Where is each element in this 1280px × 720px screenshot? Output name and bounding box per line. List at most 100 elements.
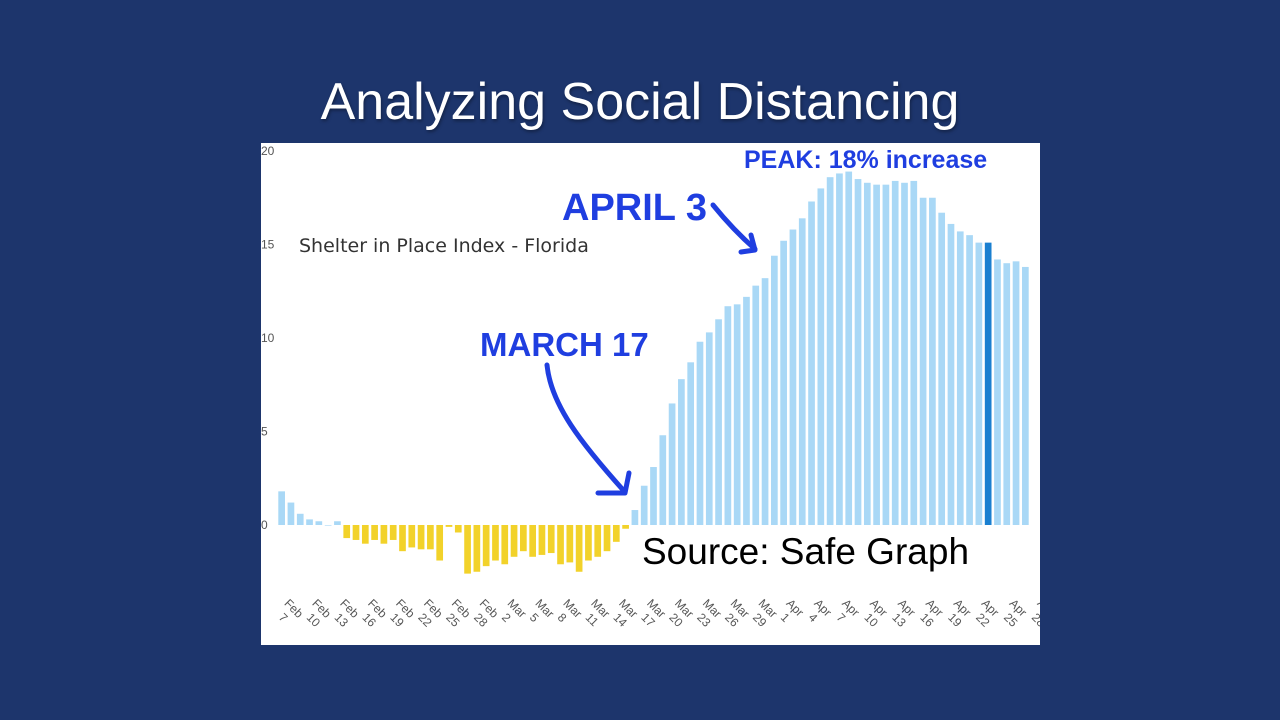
bar: [901, 182, 908, 525]
bar: [492, 525, 499, 561]
x-tick-label: Feb13: [327, 596, 362, 631]
x-tick-label: Mar29: [746, 596, 780, 630]
bar: [389, 525, 397, 540]
bar: [445, 525, 453, 527]
bar: [371, 525, 378, 540]
bar: [938, 212, 946, 525]
bar: [724, 306, 732, 525]
bar: [436, 525, 444, 561]
x-tick-label: Feb22: [411, 596, 446, 631]
y-axis-ticks: 0 5 10 15 20: [261, 144, 275, 532]
bar: [501, 525, 509, 565]
bar: [910, 180, 918, 526]
x-tick-label: Feb10: [299, 596, 334, 631]
bar: [854, 179, 862, 526]
bar: [1003, 263, 1011, 525]
bar: [1022, 266, 1029, 525]
bar: [873, 184, 880, 525]
bar: [464, 525, 471, 574]
chart-title: Shelter in Place Index - Florida: [299, 235, 589, 257]
bar: [473, 525, 481, 572]
x-tick-label: Mar17: [634, 596, 668, 630]
x-tick-label: Feb25: [439, 596, 474, 631]
bar: [966, 235, 973, 525]
x-tick-label: Apr16: [913, 596, 947, 630]
bar: [826, 177, 834, 525]
x-tick-label: Apr13: [885, 596, 919, 630]
x-tick-label: Apr1: [774, 596, 807, 629]
bar: [640, 485, 648, 525]
bar: [836, 173, 843, 525]
bar: [733, 304, 741, 525]
bar: [771, 255, 778, 525]
y-tick-label: 20: [261, 144, 275, 158]
bar: [547, 525, 555, 554]
bar: [956, 231, 964, 525]
march-17-arrow: [544, 362, 632, 496]
x-tick-label: Mar26: [718, 596, 752, 630]
bar: [575, 525, 583, 572]
bar: [278, 491, 285, 525]
bar: [798, 218, 806, 525]
source-label: Source: Safe Graph: [642, 531, 969, 572]
x-tick-label: Apr25: [997, 596, 1031, 630]
bar: [417, 525, 425, 550]
bar: [585, 525, 592, 561]
bar: [510, 525, 518, 557]
bar: [557, 525, 564, 565]
x-tick-label: Mar11: [578, 596, 612, 630]
bar: [668, 403, 676, 525]
peak-annotation: PEAK: 18% increase: [744, 146, 987, 174]
x-tick-label: Feb19: [383, 596, 418, 631]
bar: [482, 525, 490, 567]
x-axis-ticks: Feb7 Feb10 Feb13 Feb16 Feb19 Feb22 Feb25 Feb28 M…: [272, 596, 1040, 631]
april-3-arrow: [710, 202, 758, 255]
bar: [408, 525, 416, 548]
bar: [380, 525, 388, 544]
bar-series: [278, 171, 1029, 574]
bar: [612, 525, 620, 542]
bar: [352, 525, 360, 540]
x-tick-label: Apr22: [969, 596, 1003, 630]
bar: [947, 223, 955, 525]
bar: [659, 435, 667, 525]
bar: [529, 525, 536, 557]
bar: [891, 180, 899, 526]
bar: [287, 502, 295, 525]
bar: [845, 171, 853, 525]
bar: [817, 188, 825, 525]
bar: [306, 519, 313, 525]
bar: [538, 525, 546, 555]
x-tick-label: Mar20: [662, 596, 696, 630]
bar: [361, 525, 369, 544]
x-tick-label: Mar14: [606, 596, 640, 630]
x-tick-label: Apr10: [857, 596, 891, 630]
x-tick-label: Feb7: [272, 596, 307, 631]
bar: [1012, 261, 1020, 525]
x-tick-label: Feb16: [355, 596, 390, 631]
bar: [863, 182, 871, 525]
bar: [622, 525, 629, 529]
x-tick-label: Apr4: [801, 596, 834, 629]
bar: [334, 521, 341, 525]
bar: [343, 525, 351, 539]
march-17-annotation: MARCH 17: [480, 326, 649, 363]
bar: [705, 332, 713, 525]
x-tick-label: Mar5: [523, 596, 557, 630]
slide-title: Analyzing Social Distancing: [320, 73, 960, 131]
bar: [789, 229, 797, 525]
bar: [520, 525, 527, 552]
x-tick-label: Apr7: [829, 596, 862, 629]
bar: [780, 240, 787, 525]
bar: [427, 525, 434, 550]
bar: [761, 278, 769, 525]
april-3-annotation: APRIL 3: [562, 187, 707, 229]
bar: [882, 184, 890, 525]
bar: [687, 362, 695, 525]
y-tick-label: 10: [261, 331, 275, 345]
bar: [315, 521, 323, 525]
bar: [929, 197, 936, 525]
bar: [603, 525, 611, 552]
bar: [594, 525, 602, 557]
bar: [631, 510, 639, 525]
